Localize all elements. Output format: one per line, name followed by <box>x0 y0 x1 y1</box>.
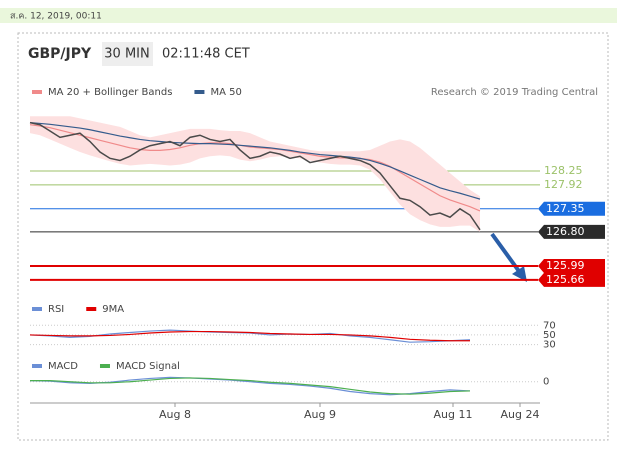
legend-label: MA 50 <box>210 87 241 98</box>
legend-swatch <box>86 307 97 311</box>
legend-label: RSI <box>48 304 64 315</box>
x-tick-label: Aug 11 <box>434 408 473 421</box>
series-line <box>30 377 471 395</box>
series-line <box>29 122 481 200</box>
panel-border <box>17 32 609 441</box>
level-label: 127.35 <box>546 202 585 215</box>
level-label: 127.92 <box>544 178 583 191</box>
y-tick-label: 0 <box>543 377 549 388</box>
series-line <box>29 124 481 212</box>
x-tick-label: Aug 8 <box>159 408 191 421</box>
legend-swatch <box>32 364 42 368</box>
legend-label: 9MA <box>102 304 124 315</box>
legend-swatch <box>194 90 205 94</box>
bollinger-band <box>30 116 480 232</box>
credit: Research © 2019 Trading Central <box>431 87 598 98</box>
legend-swatch <box>32 307 42 311</box>
level-label: 126.80 <box>546 225 585 238</box>
series-line <box>29 376 471 396</box>
x-tick-label: Aug 24 <box>501 408 540 421</box>
arrow-head <box>512 266 527 282</box>
legend-label: MACD Signal <box>116 361 180 372</box>
time: 02:11:48 CET <box>162 47 250 62</box>
level-tag <box>538 272 605 287</box>
level-label: 128.25 <box>544 164 583 177</box>
legend-label: MACD <box>48 361 78 372</box>
level-tag <box>538 258 605 273</box>
interval-box <box>102 42 153 66</box>
price-line <box>29 121 481 231</box>
legend-swatch <box>32 90 42 94</box>
level-label: 125.66 <box>546 273 585 286</box>
y-tick-label: 50 <box>543 330 556 341</box>
level-label: 125.99 <box>546 259 585 272</box>
level-tag <box>538 224 605 239</box>
y-tick-label: 70 <box>543 320 556 331</box>
legend-swatch <box>99 364 110 368</box>
level-tag <box>538 201 605 216</box>
legend-label: MA 20 + Bollinger Bands <box>48 87 172 98</box>
symbol: GBP/JPY <box>28 46 92 62</box>
interval: 30 MIN <box>104 47 149 62</box>
arrow-shaft <box>490 232 523 276</box>
x-tick-label: Aug 9 <box>304 408 336 421</box>
y-tick-label: 30 <box>543 340 556 351</box>
timestamp: ส.ค. 12, 2019, 00:11 <box>10 12 102 22</box>
top-bar <box>0 8 617 23</box>
series-line <box>29 330 470 342</box>
